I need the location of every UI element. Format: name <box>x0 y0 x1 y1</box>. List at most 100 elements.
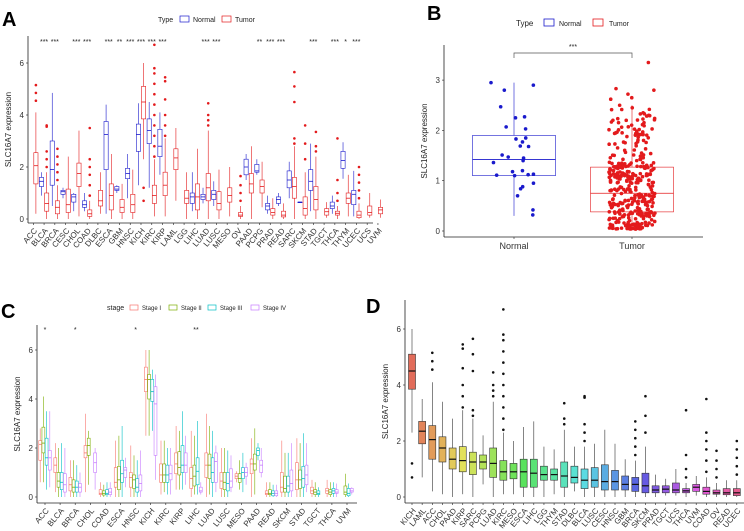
c-box-stage <box>313 482 317 497</box>
c-y-tick-label: 4 <box>29 395 34 404</box>
a-box-tumor <box>173 128 179 201</box>
b-point-tumor <box>641 153 646 157</box>
a-box-tumor <box>281 203 287 219</box>
d-box <box>458 410 467 495</box>
panel-label-d: D <box>366 296 380 318</box>
d-outlier <box>705 397 708 401</box>
a-outlier <box>336 178 339 182</box>
b-point-tumor <box>628 189 632 194</box>
b-point-normal <box>510 169 515 174</box>
a-box-tumor <box>44 172 50 219</box>
b-point-tumor <box>609 223 614 228</box>
a-box-tumor <box>151 159 157 217</box>
c-box-stage <box>150 369 155 431</box>
b-box-normal <box>472 82 556 216</box>
d-outlier <box>502 350 505 353</box>
b-point-tumor <box>621 214 626 219</box>
b-point-tumor <box>607 127 611 132</box>
a-box-normal <box>136 103 141 186</box>
b-point-normal <box>498 104 503 109</box>
a-box-normal <box>329 195 335 214</box>
b-point-tumor <box>625 204 629 208</box>
a-outlier <box>293 100 296 104</box>
a-box-normal <box>265 195 271 214</box>
c-box-stage <box>38 428 42 483</box>
a-box-tumor <box>259 161 265 208</box>
a-outlier <box>239 183 242 187</box>
a-box-tumor <box>87 200 93 219</box>
d-outlier <box>735 439 739 443</box>
d-outlier <box>471 369 475 373</box>
d-outlier <box>634 453 637 457</box>
b-point-tumor <box>652 88 656 92</box>
b-point-tumor <box>643 147 648 151</box>
a-outlier <box>34 99 38 102</box>
b-point-tumor <box>630 174 634 179</box>
b-point-tumor <box>640 160 645 165</box>
a-box-tumor <box>162 138 168 217</box>
a-outlier <box>163 98 167 101</box>
b-point-tumor <box>634 180 639 185</box>
d-box <box>469 418 477 497</box>
b-point-tumor <box>608 179 613 184</box>
b-point-normal <box>531 172 536 176</box>
b-point-tumor <box>619 191 624 196</box>
a-outlier <box>239 199 242 203</box>
b-point-tumor <box>611 216 615 221</box>
a-significance: *** <box>277 39 285 46</box>
a-outlier <box>34 83 38 87</box>
b-point-normal <box>531 181 536 186</box>
b-point-tumor <box>620 171 625 175</box>
b-point-tumor <box>612 153 617 158</box>
c-box-stage <box>234 471 239 483</box>
b-point-tumor <box>622 173 627 178</box>
b-point-tumor <box>640 174 645 179</box>
b-point-tumor <box>642 120 646 125</box>
a-outlier <box>163 134 167 138</box>
b-point-tumor <box>630 105 635 110</box>
b-point-tumor <box>638 154 643 159</box>
d-outlier <box>644 394 647 398</box>
d-outlier <box>735 464 739 468</box>
a-outlier <box>88 126 92 130</box>
b-point-tumor <box>607 175 612 180</box>
a-significance: *** <box>309 39 317 46</box>
c-box-stage <box>346 483 351 497</box>
a-outlier <box>153 82 156 86</box>
c-box-stage <box>304 443 309 493</box>
c-box-stage <box>177 430 182 490</box>
b-point-tumor <box>607 217 611 222</box>
b-point-tumor <box>622 148 627 153</box>
a-outlier <box>153 155 156 158</box>
a-box-tumor <box>335 206 340 219</box>
b-point-tumor <box>646 60 651 65</box>
b-point-tumor <box>636 199 640 204</box>
b-point-tumor <box>650 180 655 185</box>
b-point-tumor <box>625 226 629 231</box>
d-outlier <box>471 352 475 356</box>
d-outlier <box>583 394 586 398</box>
a-significance: *** <box>83 39 91 46</box>
b-point-tumor <box>644 133 649 137</box>
b-point-tumor <box>637 226 642 231</box>
c-box-stage <box>214 445 218 493</box>
a-outlier <box>303 124 307 127</box>
b-point-tumor <box>634 158 639 163</box>
b-point-normal <box>520 168 525 173</box>
a-box-normal <box>211 181 217 206</box>
b-point-tumor <box>633 185 638 190</box>
d-box <box>621 459 629 497</box>
c-box-stage <box>195 421 200 495</box>
b-point-tumor <box>636 178 641 182</box>
c-box-stage <box>268 482 272 497</box>
d-box <box>692 476 701 496</box>
c-box-stage <box>48 411 52 488</box>
d-box <box>519 427 528 497</box>
d-outlier <box>502 361 505 364</box>
a-box-tumor <box>367 193 373 218</box>
c-box-stage <box>325 479 329 497</box>
b-point-tumor <box>650 223 655 227</box>
b-point-tumor <box>623 189 628 194</box>
a-outlier <box>303 157 307 161</box>
b-point-tumor <box>641 117 645 121</box>
